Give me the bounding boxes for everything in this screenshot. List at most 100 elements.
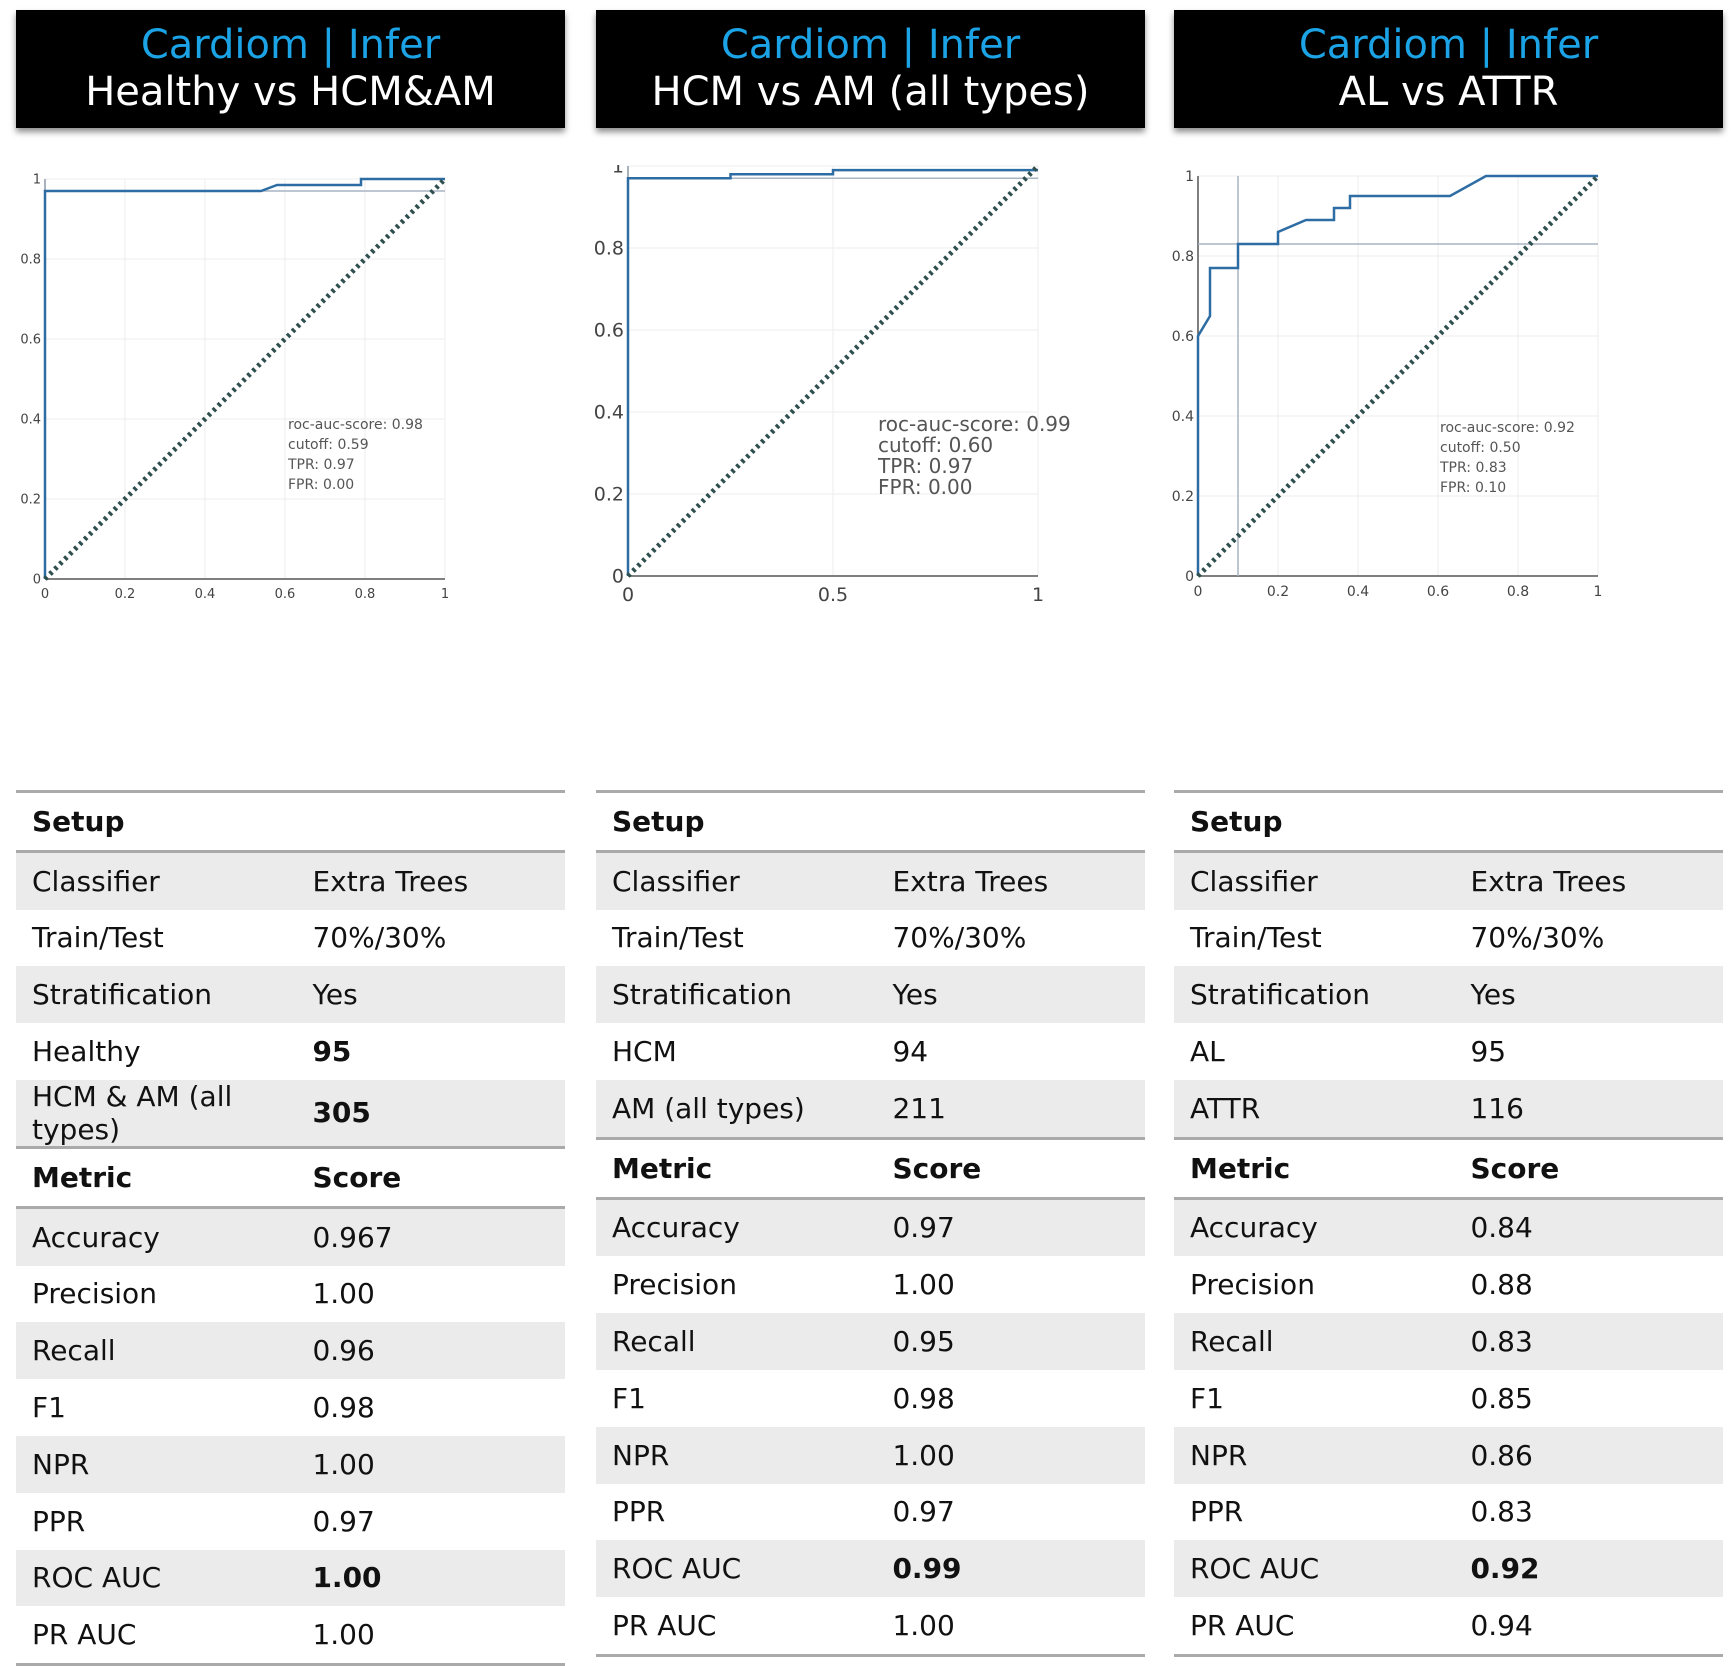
metric-header: Metric — [596, 1136, 893, 1200]
roc-annotation: TPR: 0.97 — [287, 457, 355, 473]
setup-label: Classifier — [16, 851, 313, 910]
setup-header: Setup — [1174, 790, 1471, 853]
metrics-table: Setup Classifier Extra Trees Train/Test 70… — [16, 790, 565, 1666]
score-header: Score — [312, 1145, 565, 1209]
metric-label: PPR — [1190, 1495, 1244, 1529]
metric-value: 0.967 — [312, 1207, 565, 1266]
roc-annotation: roc-auc-score: 0.98 — [288, 417, 423, 433]
metric-label: PPR — [612, 1495, 666, 1529]
x-tick-label: 0 — [41, 587, 49, 602]
metric-label: F1 — [32, 1391, 66, 1425]
roc-chart: 0 0.5 1 0 0.2 0.4 0.6 0.8 1 roc-auc-score: 0.99cu… — [594, 165, 1071, 606]
setup-value: 95 — [1470, 1035, 1507, 1069]
metric-value: 1.00 — [312, 1549, 565, 1607]
metric-label: Accuracy — [596, 1198, 893, 1257]
y-tick-label: 0.2 — [20, 493, 41, 508]
metric-label: Recall — [16, 1322, 313, 1380]
diagonal-reference-line — [626, 165, 1040, 578]
setup-label: Stratification — [596, 966, 893, 1024]
setup-label: Stratification — [16, 966, 313, 1024]
y-tick-label: 0.6 — [20, 333, 41, 348]
brand-title: Cardiom | Infer — [720, 22, 1021, 68]
metric-value: 0.83 — [1470, 1495, 1533, 1529]
score-header: Score — [892, 1136, 1145, 1200]
roc-annotation: cutoff: 0.59 — [288, 437, 369, 453]
metric-value: 1.00 — [892, 1268, 955, 1302]
roc-annotation: cutoff: 0.60 — [878, 433, 993, 457]
x-tick-label: 0.4 — [1347, 584, 1369, 600]
metric-value: 0.85 — [1470, 1381, 1533, 1415]
y-tick-label: 0.2 — [594, 484, 624, 506]
setup-value: Yes — [1470, 966, 1723, 1024]
y-tick-label: 0 — [1185, 569, 1194, 585]
setup-value: 70%/30% — [892, 921, 1027, 955]
setup-value: Extra Trees — [892, 851, 1145, 910]
metric-value: 1.00 — [312, 1277, 375, 1311]
metric-value: 1.00 — [312, 1606, 565, 1666]
x-tick-label: 0.6 — [1427, 584, 1449, 600]
panel-title: HCM vs AM (all types) — [651, 69, 1090, 115]
setup-label: Classifier — [1174, 851, 1471, 910]
setup-value: 70%/30% — [1470, 921, 1605, 955]
metric-value: 0.88 — [1470, 1268, 1533, 1302]
setup-label: HCM — [612, 1035, 677, 1069]
metric-label: PR AUC — [1174, 1597, 1471, 1657]
metric-header: Metric — [1174, 1136, 1471, 1200]
metric-label: PR AUC — [16, 1606, 313, 1666]
metric-label: F1 — [612, 1381, 646, 1415]
metric-label: PR AUC — [596, 1597, 893, 1657]
setup-value: Yes — [892, 966, 1145, 1024]
y-tick-label: 0.8 — [1172, 249, 1194, 265]
metric-label: ROC AUC — [596, 1540, 893, 1598]
metrics-table: Setup Classifier Extra Trees Train/Test 70… — [1174, 790, 1723, 1657]
setup-label: HCM & AM (all types) — [16, 1079, 313, 1148]
metric-label: Recall — [596, 1313, 893, 1370]
metric-header: Metric — [16, 1145, 313, 1209]
metric-value: 0.98 — [892, 1381, 955, 1415]
panel-title: AL vs ATTR — [1338, 69, 1559, 115]
setup-label: Stratification — [1174, 966, 1471, 1024]
roc-chart: 0 0.2 0.4 0.6 0.8 1 0 0.2 0.4 0.6 0.8 1 roc-auc-scor… — [1172, 169, 1603, 600]
metric-value: 0.92 — [1470, 1540, 1723, 1598]
metric-value: 0.95 — [892, 1313, 1145, 1370]
metric-label: Accuracy — [16, 1207, 313, 1266]
diagonal-reference-line — [1196, 174, 1600, 578]
y-tick-label: 1 — [1185, 169, 1194, 185]
y-tick-label: 0.4 — [1172, 409, 1194, 425]
y-tick-label: 0.6 — [594, 320, 624, 342]
panel-header: Cardiom | Infer HCM vs AM (all types) — [596, 10, 1145, 128]
roc-annotation: FPR: 0.10 — [1440, 480, 1506, 496]
metric-value: 0.83 — [1470, 1313, 1723, 1370]
metric-value: 0.94 — [1470, 1597, 1723, 1657]
x-tick-label: 0.5 — [818, 584, 848, 606]
roc-annotation: roc-auc-score: 0.99 — [878, 412, 1071, 436]
metric-value: 1.00 — [312, 1435, 565, 1493]
metric-label: Accuracy — [1174, 1198, 1471, 1257]
y-tick-label: 1 — [33, 173, 41, 188]
setup-value: 211 — [892, 1079, 1145, 1139]
y-tick-label: 0.4 — [20, 413, 41, 428]
y-tick-label: 0.8 — [594, 238, 624, 260]
metric-label: NPR — [1174, 1426, 1471, 1484]
metric-value: 0.98 — [312, 1391, 375, 1425]
metric-label: ROC AUC — [16, 1549, 313, 1607]
setup-label: AM (all types) — [596, 1079, 893, 1139]
metric-label: ROC AUC — [1174, 1540, 1471, 1598]
metric-value: 0.84 — [1470, 1198, 1723, 1257]
y-tick-label: 0.4 — [594, 402, 624, 424]
setup-value: 116 — [1470, 1079, 1723, 1139]
y-tick-label: 1 — [612, 165, 624, 178]
y-tick-label: 0.8 — [20, 253, 41, 268]
setup-label: Classifier — [596, 851, 893, 910]
metric-label: F1 — [1190, 1381, 1224, 1415]
metric-label: Precision — [612, 1268, 737, 1302]
metric-value: 0.97 — [312, 1504, 375, 1538]
panel-3: Cardiom | Infer AL vs ATTR 0 0.2 0.4 0.6 0.8… — [1168, 0, 1723, 1659]
setup-value: 94 — [892, 1035, 929, 1069]
setup-label: Train/Test — [1190, 921, 1322, 955]
diagonal-reference-line — [43, 177, 447, 581]
setup-label: Healthy — [32, 1035, 141, 1069]
metric-value: 1.00 — [892, 1597, 1145, 1657]
metric-value: 0.96 — [312, 1322, 565, 1380]
metric-label: NPR — [596, 1426, 893, 1484]
